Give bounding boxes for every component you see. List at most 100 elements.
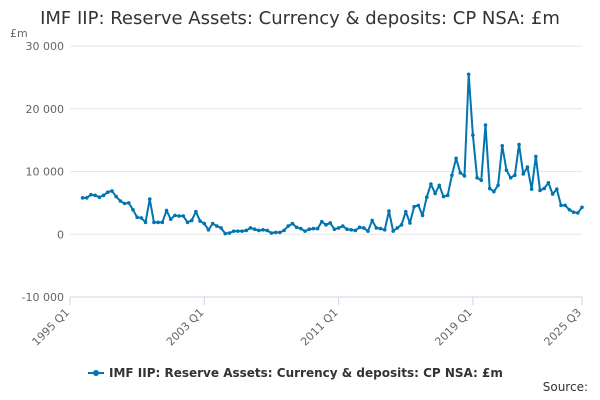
data-point	[366, 229, 370, 233]
x-tick-label: 2019 Q1	[432, 306, 475, 349]
data-point	[244, 228, 249, 233]
legend-marker	[93, 370, 99, 376]
data-point	[185, 220, 190, 225]
data-point	[374, 226, 379, 230]
data-point	[483, 123, 488, 127]
data-point	[240, 229, 244, 233]
data-point	[378, 226, 383, 231]
data-point	[525, 165, 530, 169]
y-tick-label: 20 000	[26, 103, 65, 116]
data-point	[466, 72, 471, 77]
data-point	[194, 209, 198, 214]
data-point	[441, 194, 446, 199]
data-point	[487, 186, 492, 191]
data-point	[164, 208, 169, 213]
data-point	[126, 201, 131, 205]
data-point	[236, 229, 240, 233]
data-point	[206, 228, 211, 232]
data-point	[517, 142, 521, 147]
data-point	[416, 203, 421, 208]
data-point	[231, 229, 236, 233]
y-tick-label: -10 000	[22, 291, 64, 304]
data-point	[311, 226, 316, 231]
data-point	[403, 209, 408, 214]
data-point	[131, 207, 135, 212]
data-point	[122, 201, 127, 206]
data-point	[101, 193, 106, 198]
data-point	[261, 228, 265, 232]
data-point	[177, 214, 181, 218]
data-point	[252, 227, 257, 232]
data-point	[160, 220, 165, 225]
y-tick-label: 10 000	[26, 166, 65, 179]
data-point	[223, 231, 228, 236]
data-point	[265, 228, 270, 233]
data-point	[500, 143, 505, 148]
data-point	[147, 197, 152, 201]
data-point	[227, 231, 232, 235]
x-tick-label: 2003 Q1	[164, 306, 207, 349]
data-point	[282, 228, 286, 233]
data-point	[429, 182, 433, 186]
data-point	[97, 195, 102, 200]
data-point	[382, 228, 387, 232]
data-point	[571, 210, 576, 215]
data-point	[198, 219, 202, 223]
data-point	[257, 228, 261, 233]
data-point	[273, 230, 278, 235]
y-tick-label: 0	[57, 228, 64, 241]
data-point	[118, 199, 123, 203]
data-point	[555, 187, 559, 191]
data-point	[202, 221, 207, 226]
data-point	[580, 205, 584, 210]
data-point	[542, 186, 547, 191]
data-point	[349, 228, 353, 232]
y-tick-label: 30 000	[26, 40, 65, 53]
x-tick-label: 2011 Q1	[298, 306, 341, 349]
data-point	[294, 225, 299, 230]
data-point	[420, 213, 425, 218]
data-point	[89, 192, 93, 197]
data-point	[412, 204, 416, 209]
y-axis-ticks: 30 000 20 000 10 000 0 -10 000	[22, 40, 64, 304]
data-point	[215, 224, 219, 228]
data-point	[143, 220, 148, 225]
data-point	[496, 183, 500, 188]
data-point	[80, 196, 85, 200]
legend[interactable]: IMF IIP: Reserve Assets: Currency & depo…	[88, 366, 503, 380]
data-point	[408, 221, 412, 225]
x-axis-ticks: 1995 Q1 2003 Q1 2011 Q1 2019 Q1 2025 Q3	[30, 297, 585, 349]
data-point	[173, 213, 177, 218]
data-point	[529, 187, 534, 191]
data-point	[391, 229, 395, 233]
data-point	[303, 229, 307, 233]
data-point	[357, 225, 362, 230]
data-point	[84, 196, 89, 200]
chart-title: IMF IIP: Reserve Assets: Currency & depo…	[40, 8, 560, 29]
data-point	[168, 217, 173, 221]
data-point	[336, 226, 341, 230]
data-point	[181, 214, 186, 218]
data-point	[546, 180, 551, 185]
data-point	[110, 189, 114, 193]
data-point	[290, 221, 295, 226]
data-point	[105, 190, 110, 195]
data-point	[550, 192, 555, 196]
legend-label: IMF IIP: Reserve Assets: Currency & depo…	[109, 366, 503, 380]
data-point	[353, 228, 358, 233]
data-point	[479, 178, 484, 183]
data-point	[324, 223, 328, 227]
data-point	[219, 226, 223, 230]
data-point	[475, 175, 479, 180]
x-tick-label: 1995 Q1	[30, 306, 73, 349]
data-point	[152, 220, 156, 225]
data-point	[513, 173, 517, 178]
data-point	[332, 227, 337, 232]
data-point	[538, 188, 542, 193]
series-line	[82, 73, 583, 235]
data-point	[135, 215, 139, 220]
data-point	[504, 168, 509, 173]
x-tick-label: 2025 Q3	[542, 306, 585, 349]
data-point	[508, 175, 513, 180]
